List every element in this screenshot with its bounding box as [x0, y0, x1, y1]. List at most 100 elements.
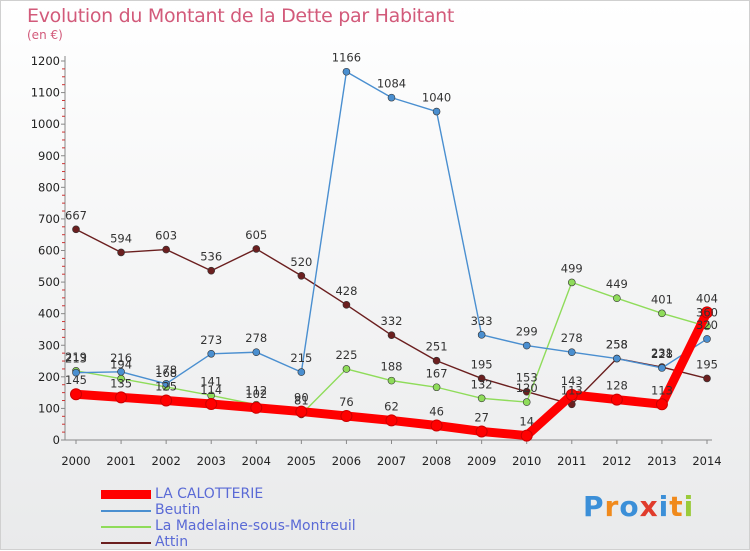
- logo-letter: P: [583, 490, 605, 523]
- x-tick-label: 2012: [602, 454, 631, 468]
- x-tick-label: 2010: [512, 454, 541, 468]
- data-label-2: 141: [200, 374, 222, 388]
- data-label-2: 132: [471, 377, 493, 391]
- series-point-1: [72, 368, 80, 377]
- data-label-0: 404: [696, 291, 718, 305]
- data-label-1: 1084: [377, 77, 406, 91]
- series-point-3: [252, 245, 261, 253]
- series-point-0: [115, 391, 128, 404]
- series-point-1: [387, 93, 396, 102]
- legend-label: La Madelaine-sous-Montreuil: [155, 518, 356, 534]
- series-point-0: [701, 306, 713, 319]
- data-label-2: 499: [561, 261, 583, 275]
- data-label-1: 320: [696, 318, 718, 332]
- series-point-3: [703, 374, 711, 383]
- data-label-3: 251: [426, 340, 448, 354]
- series-point-1: [342, 67, 351, 76]
- series-point-0: [655, 398, 668, 411]
- data-label-0: 114: [200, 383, 222, 397]
- series-point-3: [162, 245, 170, 254]
- data-label-1: 278: [245, 331, 267, 345]
- y-tick-label: 900: [38, 149, 60, 163]
- series-point-3: [72, 225, 80, 234]
- data-label-3: 195: [471, 357, 493, 371]
- series-point-1: [658, 364, 666, 372]
- series-point-0: [565, 388, 578, 401]
- series-point-3: [207, 266, 216, 275]
- data-label-1: 228: [651, 347, 673, 361]
- series-point-1: [522, 341, 531, 350]
- series-point-1: [162, 379, 170, 388]
- x-tick-label: 2004: [242, 454, 271, 468]
- logo-letter: x: [639, 490, 659, 523]
- y-tick-label: 400: [38, 307, 60, 321]
- series-point-0: [520, 429, 533, 442]
- data-label-2: 120: [516, 381, 538, 395]
- data-label-0: 14: [519, 415, 534, 429]
- y-tick-label: 700: [38, 212, 60, 226]
- series-point-2: [522, 398, 531, 406]
- x-tick-label: 2009: [467, 454, 496, 468]
- y-tick-label: 1200: [31, 54, 60, 68]
- series-point-1: [432, 107, 441, 116]
- x-tick-label: 2005: [287, 454, 316, 468]
- data-label-2: 188: [381, 360, 403, 374]
- series-point-0: [160, 394, 173, 407]
- data-label-2: 360: [696, 305, 718, 319]
- data-label-3: 258: [606, 338, 628, 352]
- series-point-0: [430, 419, 443, 432]
- logo-letter: r: [604, 490, 620, 523]
- x-tick-label: 2001: [106, 454, 135, 468]
- series-point-3: [432, 356, 441, 365]
- series-point-2: [387, 376, 396, 385]
- data-label-1: 258: [606, 338, 628, 352]
- data-label-0: 143: [561, 374, 583, 388]
- data-label-0: 62: [384, 399, 399, 413]
- series-point-1: [117, 367, 125, 376]
- data-label-2: 81: [294, 393, 309, 407]
- x-tick-label: 2000: [61, 454, 90, 468]
- data-label-3: 603: [155, 229, 177, 243]
- data-label-2: 167: [426, 366, 448, 380]
- series-point-0: [385, 414, 398, 427]
- y-tick-label: 500: [38, 275, 60, 289]
- series-point-1: [477, 331, 486, 339]
- series-point-2: [613, 294, 621, 302]
- data-label-2: 168: [155, 366, 177, 380]
- data-label-3: 195: [696, 357, 718, 371]
- series-point-2: [477, 394, 486, 403]
- data-label-0: 135: [110, 376, 132, 390]
- data-label-3: 332: [381, 314, 403, 328]
- series-point-3: [387, 331, 396, 339]
- series-point-3: [117, 248, 125, 257]
- x-tick-label: 2014: [692, 454, 721, 468]
- series-point-3: [297, 271, 306, 280]
- x-tick-label: 2013: [647, 454, 676, 468]
- data-label-0: 113: [651, 383, 673, 397]
- data-label-3: 231: [651, 346, 673, 360]
- data-label-2: 449: [606, 277, 628, 291]
- data-label-3: 667: [65, 208, 87, 222]
- data-label-1: 215: [290, 351, 312, 365]
- data-label-1: 1166: [332, 51, 361, 65]
- series-point-0: [475, 425, 488, 438]
- x-tick-label: 2002: [152, 454, 181, 468]
- data-label-3: 113: [561, 383, 583, 397]
- x-tick-label: 2008: [422, 454, 451, 468]
- series-point-3: [342, 301, 351, 309]
- series-point-1: [207, 349, 216, 358]
- data-label-1: 273: [200, 333, 222, 347]
- data-label-0: 102: [245, 387, 267, 401]
- legend-swatch: [101, 490, 151, 499]
- data-label-3: 520: [290, 255, 312, 269]
- data-label-0: 76: [339, 395, 354, 409]
- x-tick-label: 2007: [377, 454, 406, 468]
- data-label-1: 1040: [422, 91, 451, 105]
- logo-letter: o: [619, 490, 640, 523]
- y-tick-label: 1100: [31, 86, 60, 100]
- data-label-2: 219: [65, 350, 87, 364]
- data-label-0: 27: [474, 410, 489, 424]
- data-label-3: 536: [200, 250, 222, 264]
